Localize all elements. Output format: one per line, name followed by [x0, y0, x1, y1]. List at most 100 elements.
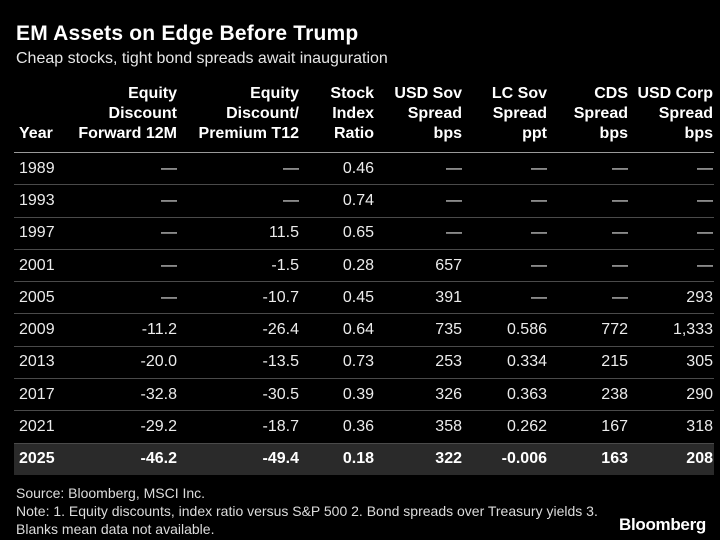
column-header: USD Corp Spread bps [629, 82, 714, 153]
table-row: 2013 -20.0 -13.5 0.73 253 0.334 215 305 [14, 346, 714, 380]
column-header-line: Index [332, 105, 374, 122]
column-header-line: Spread [573, 105, 628, 122]
table-cell: 0.74 [300, 184, 375, 218]
table-cell: 2001 [14, 249, 70, 283]
table-cell: 2021 [14, 410, 70, 444]
column-header: LC Sov Spread ppt [463, 82, 548, 153]
column-header-line: USD Corp [637, 85, 713, 102]
table-cell: 326 [375, 378, 463, 412]
table-cell: 1993 [14, 184, 70, 218]
table-row: 2017 -32.8 -30.5 0.39 326 0.363 238 290 [14, 378, 714, 412]
table-cell: — [548, 217, 629, 250]
column-header-line: USD Sov [394, 85, 462, 102]
table-cell: -49.4 [178, 443, 300, 475]
column-header: CDS Spread bps [548, 82, 629, 153]
table-cell: 0.45 [300, 281, 375, 315]
footnote-text: Note: 1. Equity discounts, index ratio v… [16, 503, 598, 537]
table-cell: 0.18 [300, 443, 375, 475]
table-cell: — [70, 152, 178, 186]
table-row: 2001— -1.5 0.28 657— — — [14, 249, 714, 283]
table-cell: — [629, 249, 714, 283]
column-header-line: bps [599, 125, 628, 142]
table-cell: 0.363 [463, 378, 548, 412]
bloomberg-logo: Bloomberg [618, 515, 706, 534]
column-header-line: Equity [128, 85, 177, 102]
table-cell: — [548, 249, 629, 283]
table-row: 1997—11.5 0.65— — — — [14, 217, 714, 250]
column-header-line: Stock [330, 85, 374, 102]
column-header-line: bps [433, 125, 462, 142]
table-cell: 2009 [14, 313, 70, 347]
column-header: Equity Discount Forward 12M [70, 82, 178, 153]
chart-title: EM Assets on Edge Before Trump [16, 22, 359, 45]
table-cell: -46.2 [70, 443, 178, 475]
column-header-line: Discount/ [226, 105, 299, 122]
table-cell: 0.73 [300, 346, 375, 380]
table-cell: 0.64 [300, 313, 375, 347]
table-cell: — [178, 152, 300, 186]
table-cell: — [548, 281, 629, 315]
table-row: 1989— —0.46— — — — [14, 152, 714, 186]
chart-subtitle: Cheap stocks, tight bond spreads await i… [16, 50, 388, 67]
table-cell: — [463, 152, 548, 186]
table-cell: — [629, 184, 714, 218]
table-cell: 1997 [14, 217, 70, 250]
table-header-row: Year Equity Discount Forward 12M Equity Disco… [14, 82, 714, 153]
table-cell: 318 [629, 410, 714, 444]
table-cell: — [178, 184, 300, 218]
table-cell: — [463, 184, 548, 218]
table-cell: 0.28 [300, 249, 375, 283]
column-header-line: Forward 12M [78, 125, 177, 142]
table-cell: 167 [548, 410, 629, 444]
table-cell: — [70, 184, 178, 218]
column-header-line: Spread [658, 105, 713, 122]
table-cell: 2025 [14, 443, 70, 475]
table-cell: 0.39 [300, 378, 375, 412]
source-note: Source: Bloomberg, MSCI Inc. [16, 485, 206, 501]
column-header-line: Ratio [334, 125, 374, 142]
table-row: 2021 -29.2 -18.7 0.36 358 0.262 167 318 [14, 410, 714, 444]
table-cell: — [629, 152, 714, 186]
table-cell: -18.7 [178, 410, 300, 444]
table-cell: 2005 [14, 281, 70, 315]
table-cell: 1,333 [629, 313, 714, 347]
table-cell: 238 [548, 378, 629, 412]
column-header-line: LC Sov [491, 85, 547, 102]
table-cell: 293 [629, 281, 714, 315]
data-table: Year Equity Discount Forward 12M Equity Disco… [14, 82, 714, 475]
column-header-line: Premium T12 [198, 125, 299, 142]
column-header-line: Spread [407, 105, 462, 122]
column-header-line: Year [19, 125, 53, 142]
table-cell: 358 [375, 410, 463, 444]
table-cell: 735 [375, 313, 463, 347]
table-cell: 208 [629, 443, 714, 475]
table-cell: -32.8 [70, 378, 178, 412]
table-cell: — [70, 249, 178, 283]
table-cell: -30.5 [178, 378, 300, 412]
table-cell: -10.7 [178, 281, 300, 315]
column-header-line: CDS [594, 85, 628, 102]
table-cell: 11.5 [178, 217, 300, 250]
column-header: Year [14, 82, 70, 153]
column-header: Equity Discount/Premium T12 [178, 82, 300, 153]
table-cell: — [375, 217, 463, 250]
column-header-line: Discount [108, 105, 177, 122]
table-cell: 1989 [14, 152, 70, 186]
table-cell: — [548, 184, 629, 218]
table-cell: -1.5 [178, 249, 300, 283]
footnote: Source: Bloomberg, MSCI Inc. Note: 1. Eq… [16, 484, 606, 538]
table-row: 2005— -10.7 0.45 391— —293 [14, 281, 714, 315]
table-body: 1989— —0.46— — — —1993— —0.74— — — —1997—11.5 0.6… [14, 152, 714, 475]
table-cell: -26.4 [178, 313, 300, 347]
table-cell: 657 [375, 249, 463, 283]
table-cell: 290 [629, 378, 714, 412]
table-cell: 0.262 [463, 410, 548, 444]
table-cell: -29.2 [70, 410, 178, 444]
column-header: USD Sov Spread bps [375, 82, 463, 153]
table-cell: -0.006 [463, 443, 548, 475]
table-cell: — [375, 152, 463, 186]
table-cell: — [463, 217, 548, 250]
column-header-line: Spread [492, 105, 547, 122]
table-cell: — [463, 249, 548, 283]
table-cell: — [70, 281, 178, 315]
